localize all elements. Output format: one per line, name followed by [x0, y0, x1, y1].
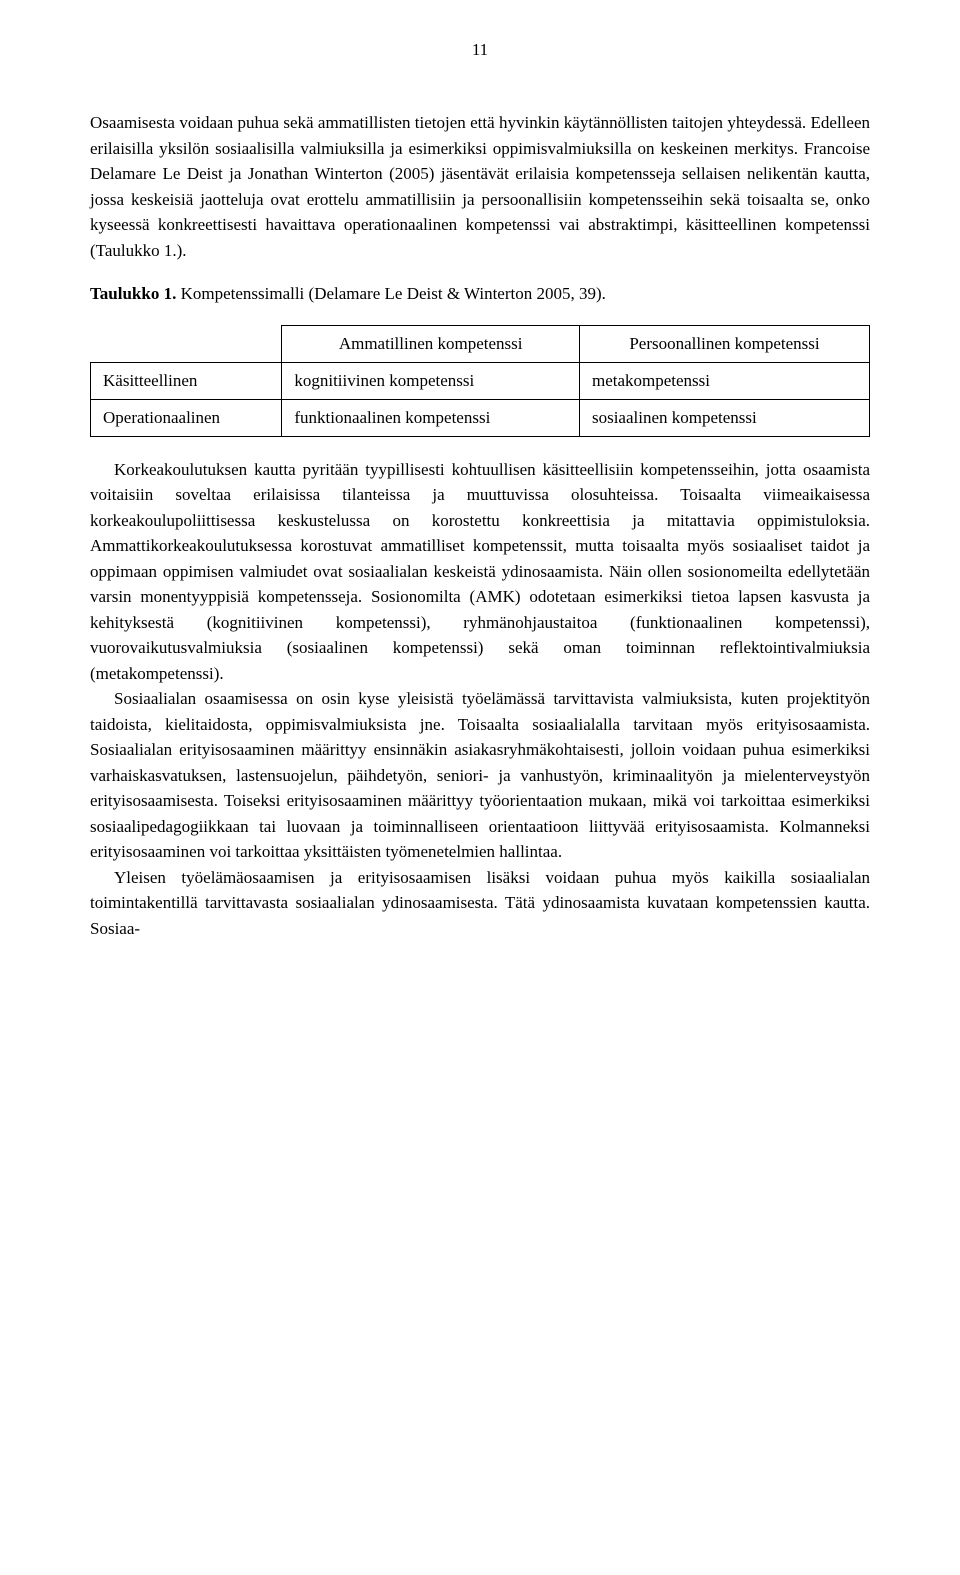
- table-caption-label: Taulukko 1.: [90, 284, 176, 303]
- table-caption: Taulukko 1. Kompetenssimalli (Delamare L…: [90, 281, 870, 307]
- paragraph-1: Osaamisesta voidaan puhua sekä ammatilli…: [90, 110, 870, 263]
- table-header-row: Ammatillinen kompetenssi Persoonallinen …: [91, 325, 870, 362]
- table-header-col2: Persoonallinen kompetenssi: [579, 325, 869, 362]
- table-cell: sosiaalinen kompetenssi: [579, 399, 869, 436]
- table-row: Operationaalinen funktionaalinen kompete…: [91, 399, 870, 436]
- table-cell: metakompetenssi: [579, 362, 869, 399]
- competence-table: Ammatillinen kompetenssi Persoonallinen …: [90, 325, 870, 437]
- page-number: 11: [90, 40, 870, 60]
- table-cell: funktionaalinen kompetenssi: [282, 399, 580, 436]
- paragraph-4: Yleisen työelämäosaamisen ja erityisosaa…: [90, 865, 870, 942]
- table-cell: kognitiivinen kompetenssi: [282, 362, 580, 399]
- table-caption-text: Kompetenssimalli (Delamare Le Deist & Wi…: [181, 284, 606, 303]
- table-header-col1: Ammatillinen kompetenssi: [282, 325, 580, 362]
- paragraph-3: Sosiaalialan osaamisessa on osin kyse yl…: [90, 686, 870, 865]
- table-header-empty: [91, 325, 282, 362]
- paragraph-2: Korkeakoulutuksen kautta pyritään tyypil…: [90, 457, 870, 687]
- table-cell: Käsitteellinen: [91, 362, 282, 399]
- table-cell: Operationaalinen: [91, 399, 282, 436]
- table-row: Käsitteellinen kognitiivinen kompetenssi…: [91, 362, 870, 399]
